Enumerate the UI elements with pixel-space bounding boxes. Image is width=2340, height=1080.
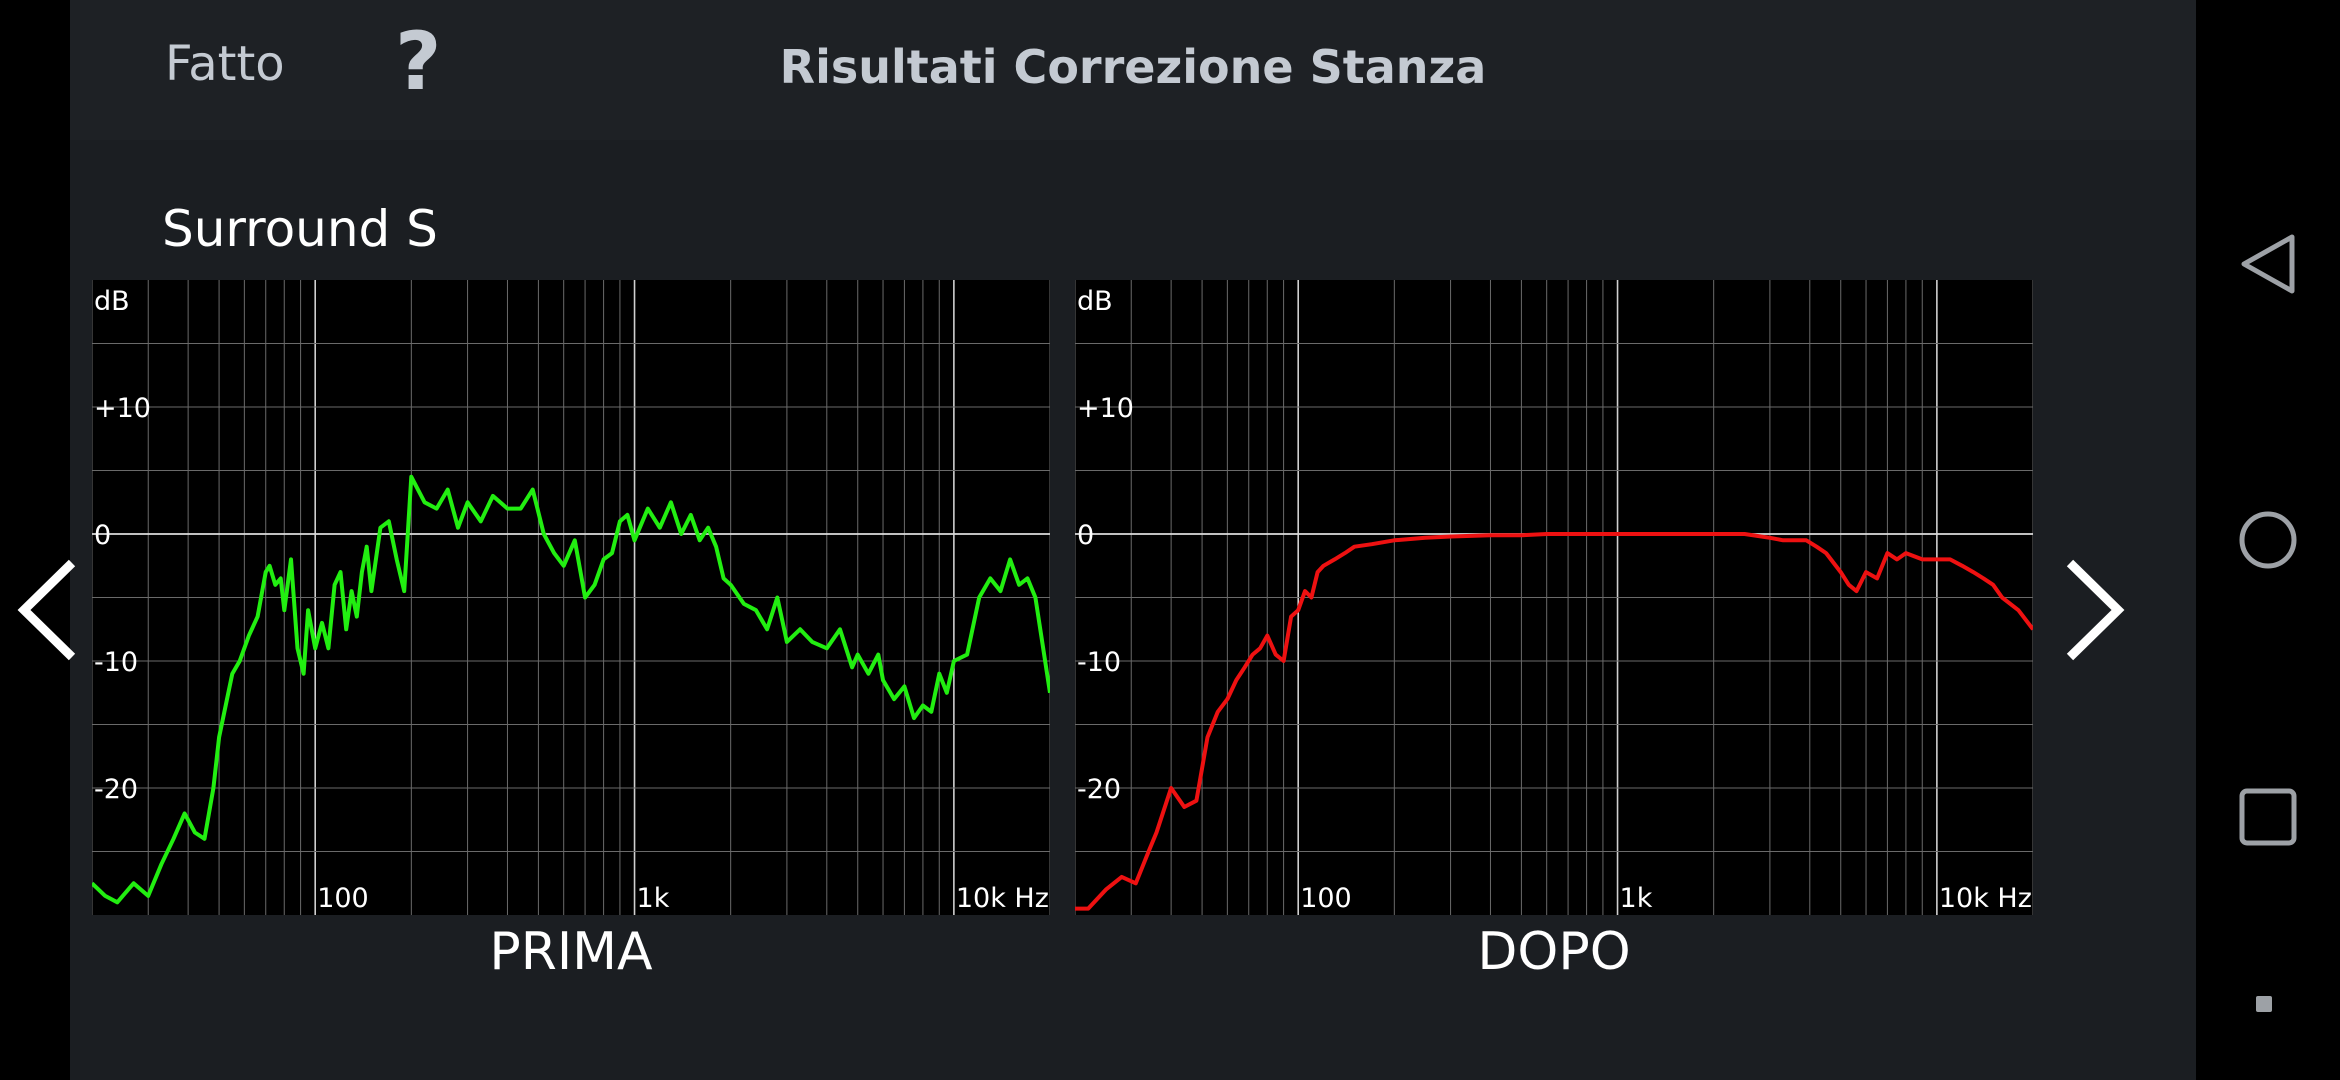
chart-after-svg: dB +10 0 -10 -20 100 1k 10k Hz bbox=[1075, 280, 2033, 915]
y-tick-label: -10 bbox=[1077, 647, 1121, 678]
chevron-left-icon[interactable] bbox=[10, 555, 90, 669]
x-tick-label: 1k bbox=[1620, 883, 1653, 914]
y-tick-label: -20 bbox=[94, 774, 138, 805]
page-title: Risultati Correzione Stanza bbox=[779, 40, 1487, 94]
y-tick-label: +10 bbox=[1077, 393, 1134, 424]
chart-before: dB +10 0 -10 -20 100 1k 10k Hz bbox=[92, 280, 1050, 915]
response-curve bbox=[92, 474, 1050, 905]
chart-after: dB +10 0 -10 -20 100 1k 10k Hz bbox=[1075, 280, 2033, 915]
nav-indicator-dot bbox=[2256, 996, 2272, 1012]
x-tick-label: 100 bbox=[317, 883, 369, 914]
channel-name: Surround S bbox=[162, 200, 438, 258]
x-tick-label: 1k bbox=[637, 883, 670, 914]
help-button[interactable]: ? bbox=[395, 15, 442, 108]
square-recents-icon[interactable] bbox=[2238, 787, 2298, 851]
x-tick-label: 10k Hz bbox=[1939, 883, 2032, 914]
y-axis-label: dB bbox=[1077, 286, 1113, 317]
x-tick-label: 100 bbox=[1300, 883, 1352, 914]
chevron-right-icon[interactable] bbox=[2052, 555, 2132, 669]
y-tick-label: -20 bbox=[1077, 774, 1121, 805]
triangle-back-icon[interactable] bbox=[2238, 233, 2298, 299]
top-bar: Fatto ? Risultati Correzione Stanza bbox=[70, 0, 2196, 140]
x-tick-label: 10k Hz bbox=[956, 883, 1049, 914]
y-tick-label: -10 bbox=[94, 647, 138, 678]
circle-home-icon[interactable] bbox=[2238, 510, 2298, 574]
system-nav-bar bbox=[2196, 0, 2340, 1080]
done-button[interactable]: Fatto bbox=[165, 36, 285, 92]
y-axis-label: dB bbox=[94, 286, 130, 317]
response-curve bbox=[1075, 532, 2033, 911]
y-tick-label: +10 bbox=[94, 393, 151, 424]
chart-before-svg: dB +10 0 -10 -20 100 1k 10k Hz bbox=[92, 280, 1050, 915]
chart-before-label: PRIMA bbox=[489, 922, 653, 982]
y-tick-label: 0 bbox=[1077, 520, 1094, 551]
chart-after-label: DOPO bbox=[1477, 922, 1631, 982]
y-tick-label: 0 bbox=[94, 520, 111, 551]
